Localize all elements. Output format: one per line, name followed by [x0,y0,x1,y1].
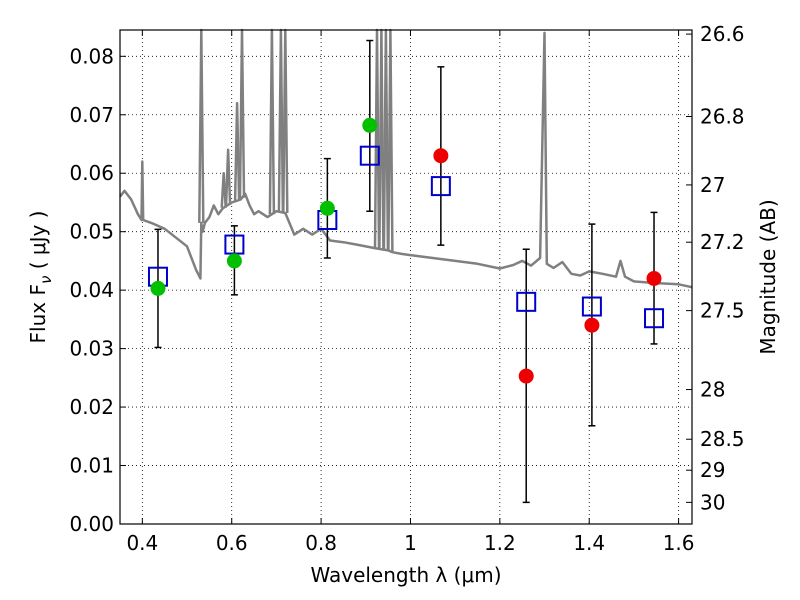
y-tick-label: 0.03 [69,337,114,361]
x-tick-label: 1 [404,531,417,555]
x-tick-label: 1.4 [573,531,605,555]
x-tick-label: 0.8 [305,531,337,555]
model-flux-square-marker [359,145,380,166]
y2-tick-label: 27.5 [700,299,745,323]
observed-flux-point [433,148,449,164]
spectrum-emission-line [220,171,227,208]
spectrum-emission-line [277,28,285,213]
plot-frame [119,29,693,525]
tick-layer [120,30,692,525]
model-flux-square-marker [430,176,451,197]
label-layer: 0.4 0.6 0.8 1 1.2 1.4 1.6 0.00 0.01 0.02 0.03 0.04 0… [69,22,744,555]
y2-tick-label: 26.8 [700,105,745,129]
y-tick-label: 0.00 [69,512,114,536]
y2-tick-label: 27.2 [700,230,745,254]
y-tick-label: 0.01 [69,454,114,478]
spectrum-emission-line [224,148,232,205]
spectrum-emission-line [198,28,205,223]
spectrum-emission-line [282,28,289,214]
model-flux-square-marker [516,291,537,312]
x-tick-label: 0.6 [216,531,248,555]
spectrum-line [119,31,693,289]
observed-flux-point [226,253,242,269]
y-tick-label: 0.02 [69,395,114,419]
y2-tick-label: 29 [700,458,725,482]
y-tick-label: 0.06 [69,161,114,185]
spectrum-emission-line [373,28,381,249]
grid-layer [120,30,692,525]
observed-flux-point [646,270,662,286]
marker-layer [147,117,665,384]
observed-flux-point [150,280,166,296]
y-tick-label: 0.04 [69,278,114,302]
y-tick-label: 0.07 [69,103,114,127]
spectrum-emission-line [233,101,241,201]
y-tick-label: 0.08 [69,44,114,68]
x-axis-title: Wavelength λ (μm) [310,563,501,587]
y-axis-title-units: ( μJy ) [26,211,50,276]
spectrum-emission-line [382,28,390,251]
spectrum-layer [119,28,693,289]
x-tick-label: 1.2 [484,531,516,555]
y-axis-title-subscript: ν [37,276,55,284]
y-tick-label: 0.05 [69,220,114,244]
x-tick-label: 1.6 [663,531,695,555]
y2-axis-title: Magnitude (AB) [756,199,780,354]
y2-tick-label: 27 [700,173,725,197]
model-flux-square-marker [581,296,602,317]
observed-flux-point [362,117,378,133]
y-axis-title-main: Flux F [26,284,50,343]
observed-flux-point [584,317,600,333]
errorbar-layer [154,39,658,504]
observed-flux-point [319,200,335,216]
spectrum-emission-line [387,28,394,252]
spectrum-emission-line [268,28,276,215]
y2-tick-label: 26.6 [700,22,745,46]
y2-tick-label: 28 [700,378,725,402]
y2-tick-label: 30 [700,490,725,514]
spectrum-emission-line [238,28,246,198]
spectrum-emission-line [378,28,385,250]
x-tick-label: 0.4 [126,531,158,555]
observed-flux-point [518,368,534,384]
y-axis-title: Flux Fν ( μJy ) [26,211,55,344]
y2-tick-label: 28.5 [700,427,745,451]
model-flux-square-marker [644,308,665,329]
